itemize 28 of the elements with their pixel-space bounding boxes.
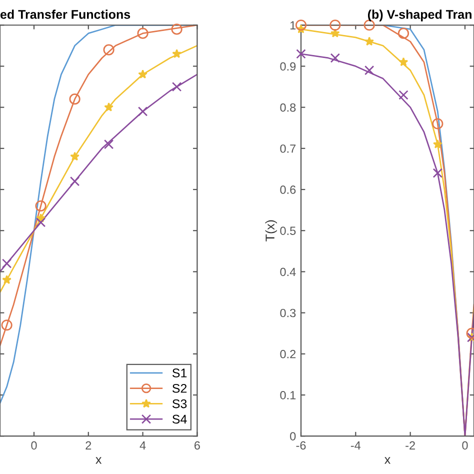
y-tick-label: 0.4 bbox=[280, 268, 296, 276]
x-tick-label: -4 bbox=[350, 441, 361, 450]
y-tick-label: 0.5 bbox=[280, 226, 296, 235]
y-tick-label: 0.2 bbox=[280, 350, 296, 358]
y-tick-label: 0.3 bbox=[280, 308, 296, 318]
legend-label: S3 bbox=[172, 399, 187, 408]
x-tick-label: -2 bbox=[406, 441, 415, 450]
y-tick-label: 1 bbox=[290, 21, 296, 30]
y-tick-label: 0.6 bbox=[280, 186, 296, 194]
x-tick-label: -6 bbox=[296, 441, 306, 450]
y-tick-label: 0.1 bbox=[280, 391, 296, 400]
x-tick-label: 0 bbox=[462, 441, 468, 450]
legend-label: S2 bbox=[172, 384, 187, 393]
x-tick-label: 4 bbox=[140, 441, 146, 450]
y-tick-label: 0.7 bbox=[280, 144, 296, 153]
y-tick-label: 0.9 bbox=[280, 62, 296, 71]
x-axis-title: x bbox=[96, 457, 102, 464]
y-tick-label: 0 bbox=[290, 432, 296, 440]
y-axis-title: T(x) bbox=[265, 220, 277, 242]
x-tick-label: 6 bbox=[194, 441, 200, 450]
legend-label: S4 bbox=[172, 414, 187, 424]
y-tick-label: 0.8 bbox=[280, 103, 296, 112]
legend-label: S1 bbox=[172, 368, 187, 378]
x-axis-title: x bbox=[384, 457, 390, 464]
chart-title: (b) V-shaped Tran bbox=[368, 10, 472, 22]
x-tick-label: 0 bbox=[31, 441, 37, 450]
chart-title: ed Transfer Functions bbox=[0, 10, 130, 19]
x-tick-label: 2 bbox=[86, 441, 92, 450]
